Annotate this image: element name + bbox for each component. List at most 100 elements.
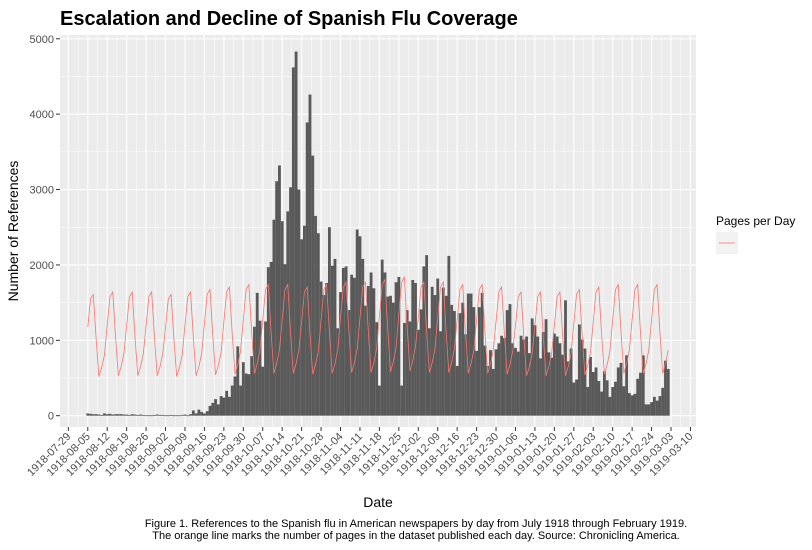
bar <box>436 278 440 416</box>
bar <box>616 367 620 416</box>
y-axis: 0 1000 2000 3000 4000 5000 <box>30 34 60 423</box>
bar <box>286 211 290 416</box>
bar <box>178 415 181 417</box>
bar <box>661 387 665 416</box>
bar <box>389 295 392 416</box>
bar <box>505 310 509 416</box>
bar <box>350 274 354 416</box>
bar <box>539 358 542 416</box>
y-tick-label: 0 <box>48 411 54 423</box>
bar <box>380 259 384 416</box>
bar <box>522 339 526 416</box>
bar <box>486 365 490 416</box>
bar <box>558 343 562 416</box>
bar <box>344 266 348 416</box>
bar <box>211 402 215 416</box>
bar <box>364 305 367 416</box>
bar <box>230 385 234 416</box>
bar <box>355 229 359 416</box>
bar <box>111 414 115 416</box>
bar <box>169 414 173 416</box>
bar <box>308 94 312 416</box>
bar <box>519 335 523 416</box>
bar <box>278 165 281 416</box>
bar <box>636 378 640 416</box>
bar <box>341 267 345 416</box>
bar <box>372 288 376 416</box>
bar <box>141 414 145 416</box>
bar <box>250 356 254 416</box>
bar <box>666 368 670 416</box>
bar <box>203 413 206 416</box>
y-tick-label: 1000 <box>30 335 54 347</box>
bar <box>100 414 104 416</box>
bar <box>480 292 484 416</box>
bar <box>455 365 459 416</box>
bar <box>600 391 604 416</box>
bar <box>516 351 520 416</box>
bar <box>527 353 531 416</box>
bar <box>144 415 148 417</box>
bar <box>611 387 615 416</box>
bar <box>175 415 179 417</box>
bar <box>555 336 559 416</box>
bar <box>133 414 137 416</box>
bar <box>541 332 545 416</box>
bar <box>219 396 223 416</box>
bar <box>622 386 626 416</box>
bar <box>97 414 101 416</box>
bar <box>358 236 362 416</box>
bar <box>86 413 90 416</box>
bar <box>655 400 659 416</box>
bar <box>222 397 226 416</box>
bar <box>461 302 465 416</box>
chart-title: Escalation and Decline of Spanish Flu Co… <box>60 8 518 30</box>
bar <box>489 350 492 416</box>
bar <box>205 411 209 416</box>
chart-svg: 0 1000 2000 3000 4000 5000 1918-07-291918-08-… <box>5 8 795 510</box>
bar <box>530 318 534 416</box>
bar <box>122 414 126 416</box>
y-tick-label: 2000 <box>30 260 54 272</box>
bar <box>336 328 340 416</box>
bar <box>269 261 273 416</box>
bar <box>239 385 242 416</box>
bar <box>403 322 406 416</box>
bar <box>647 404 651 416</box>
bar <box>619 362 623 416</box>
y-tick-label: 4000 <box>30 109 54 121</box>
bar <box>297 189 301 416</box>
bars <box>86 51 670 417</box>
bar <box>544 319 548 416</box>
legend-title: Pages per Day <box>716 214 795 228</box>
bar <box>294 51 298 416</box>
bar <box>472 307 476 416</box>
bar <box>497 343 501 416</box>
bar <box>602 371 606 416</box>
bar <box>564 300 567 416</box>
pages-per-day-line <box>87 275 669 377</box>
bar <box>94 414 98 416</box>
bar <box>550 357 554 416</box>
bar <box>491 368 495 416</box>
bar <box>391 302 395 416</box>
bar <box>91 414 95 416</box>
bar <box>569 348 573 416</box>
bar <box>150 415 154 417</box>
bar <box>633 393 637 416</box>
bar <box>166 415 170 417</box>
bar <box>291 67 295 416</box>
bar <box>547 352 551 416</box>
bar <box>433 295 437 416</box>
bar <box>319 281 323 416</box>
bar <box>583 348 587 416</box>
bar <box>641 355 645 416</box>
bar <box>194 413 198 416</box>
bar <box>172 415 176 417</box>
bar <box>386 296 390 416</box>
bar <box>511 343 515 416</box>
bar <box>577 324 581 416</box>
caption-line-2: The orange line marks the number of page… <box>152 530 680 542</box>
bar <box>466 293 470 416</box>
